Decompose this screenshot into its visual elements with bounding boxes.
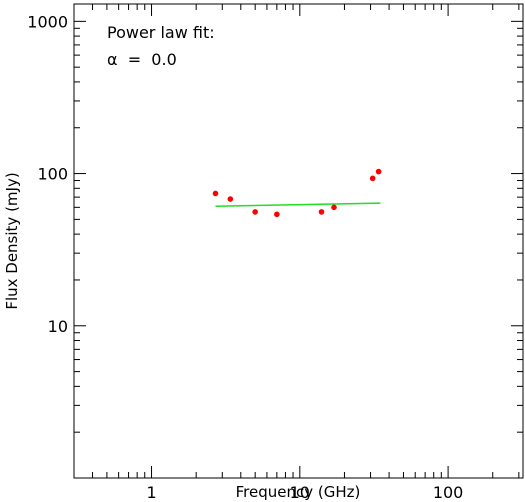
data-point xyxy=(212,190,219,197)
data-point xyxy=(331,204,337,211)
data-points xyxy=(212,168,382,218)
data-point xyxy=(369,175,376,182)
y-tick-label: 100 xyxy=(37,165,68,184)
y-axis-label: Flux Density (mJy) xyxy=(3,172,21,309)
plot-frame xyxy=(73,3,524,479)
y-tick-label: 10 xyxy=(48,317,68,336)
y-tick-label: 1000 xyxy=(27,12,68,31)
tick-labels: 1 10 100 10 100 1000 xyxy=(27,12,463,502)
fit-annotation-alpha: α = 0.0 xyxy=(107,50,177,69)
data-point xyxy=(227,196,234,202)
x-axis-label: Frequency (GHz) xyxy=(236,483,361,501)
x-tick-label: 1 xyxy=(146,483,156,502)
power-law-fit-line xyxy=(215,202,381,207)
data-point xyxy=(318,209,325,215)
axis-ticks xyxy=(73,4,523,479)
x-tick-label: 10 xyxy=(290,483,310,502)
data-point xyxy=(375,168,382,175)
data-point xyxy=(252,209,258,215)
fit-annotation-title: Power law fit: xyxy=(107,23,215,42)
x-tick-label: 100 xyxy=(433,483,464,502)
data-point xyxy=(274,211,280,218)
